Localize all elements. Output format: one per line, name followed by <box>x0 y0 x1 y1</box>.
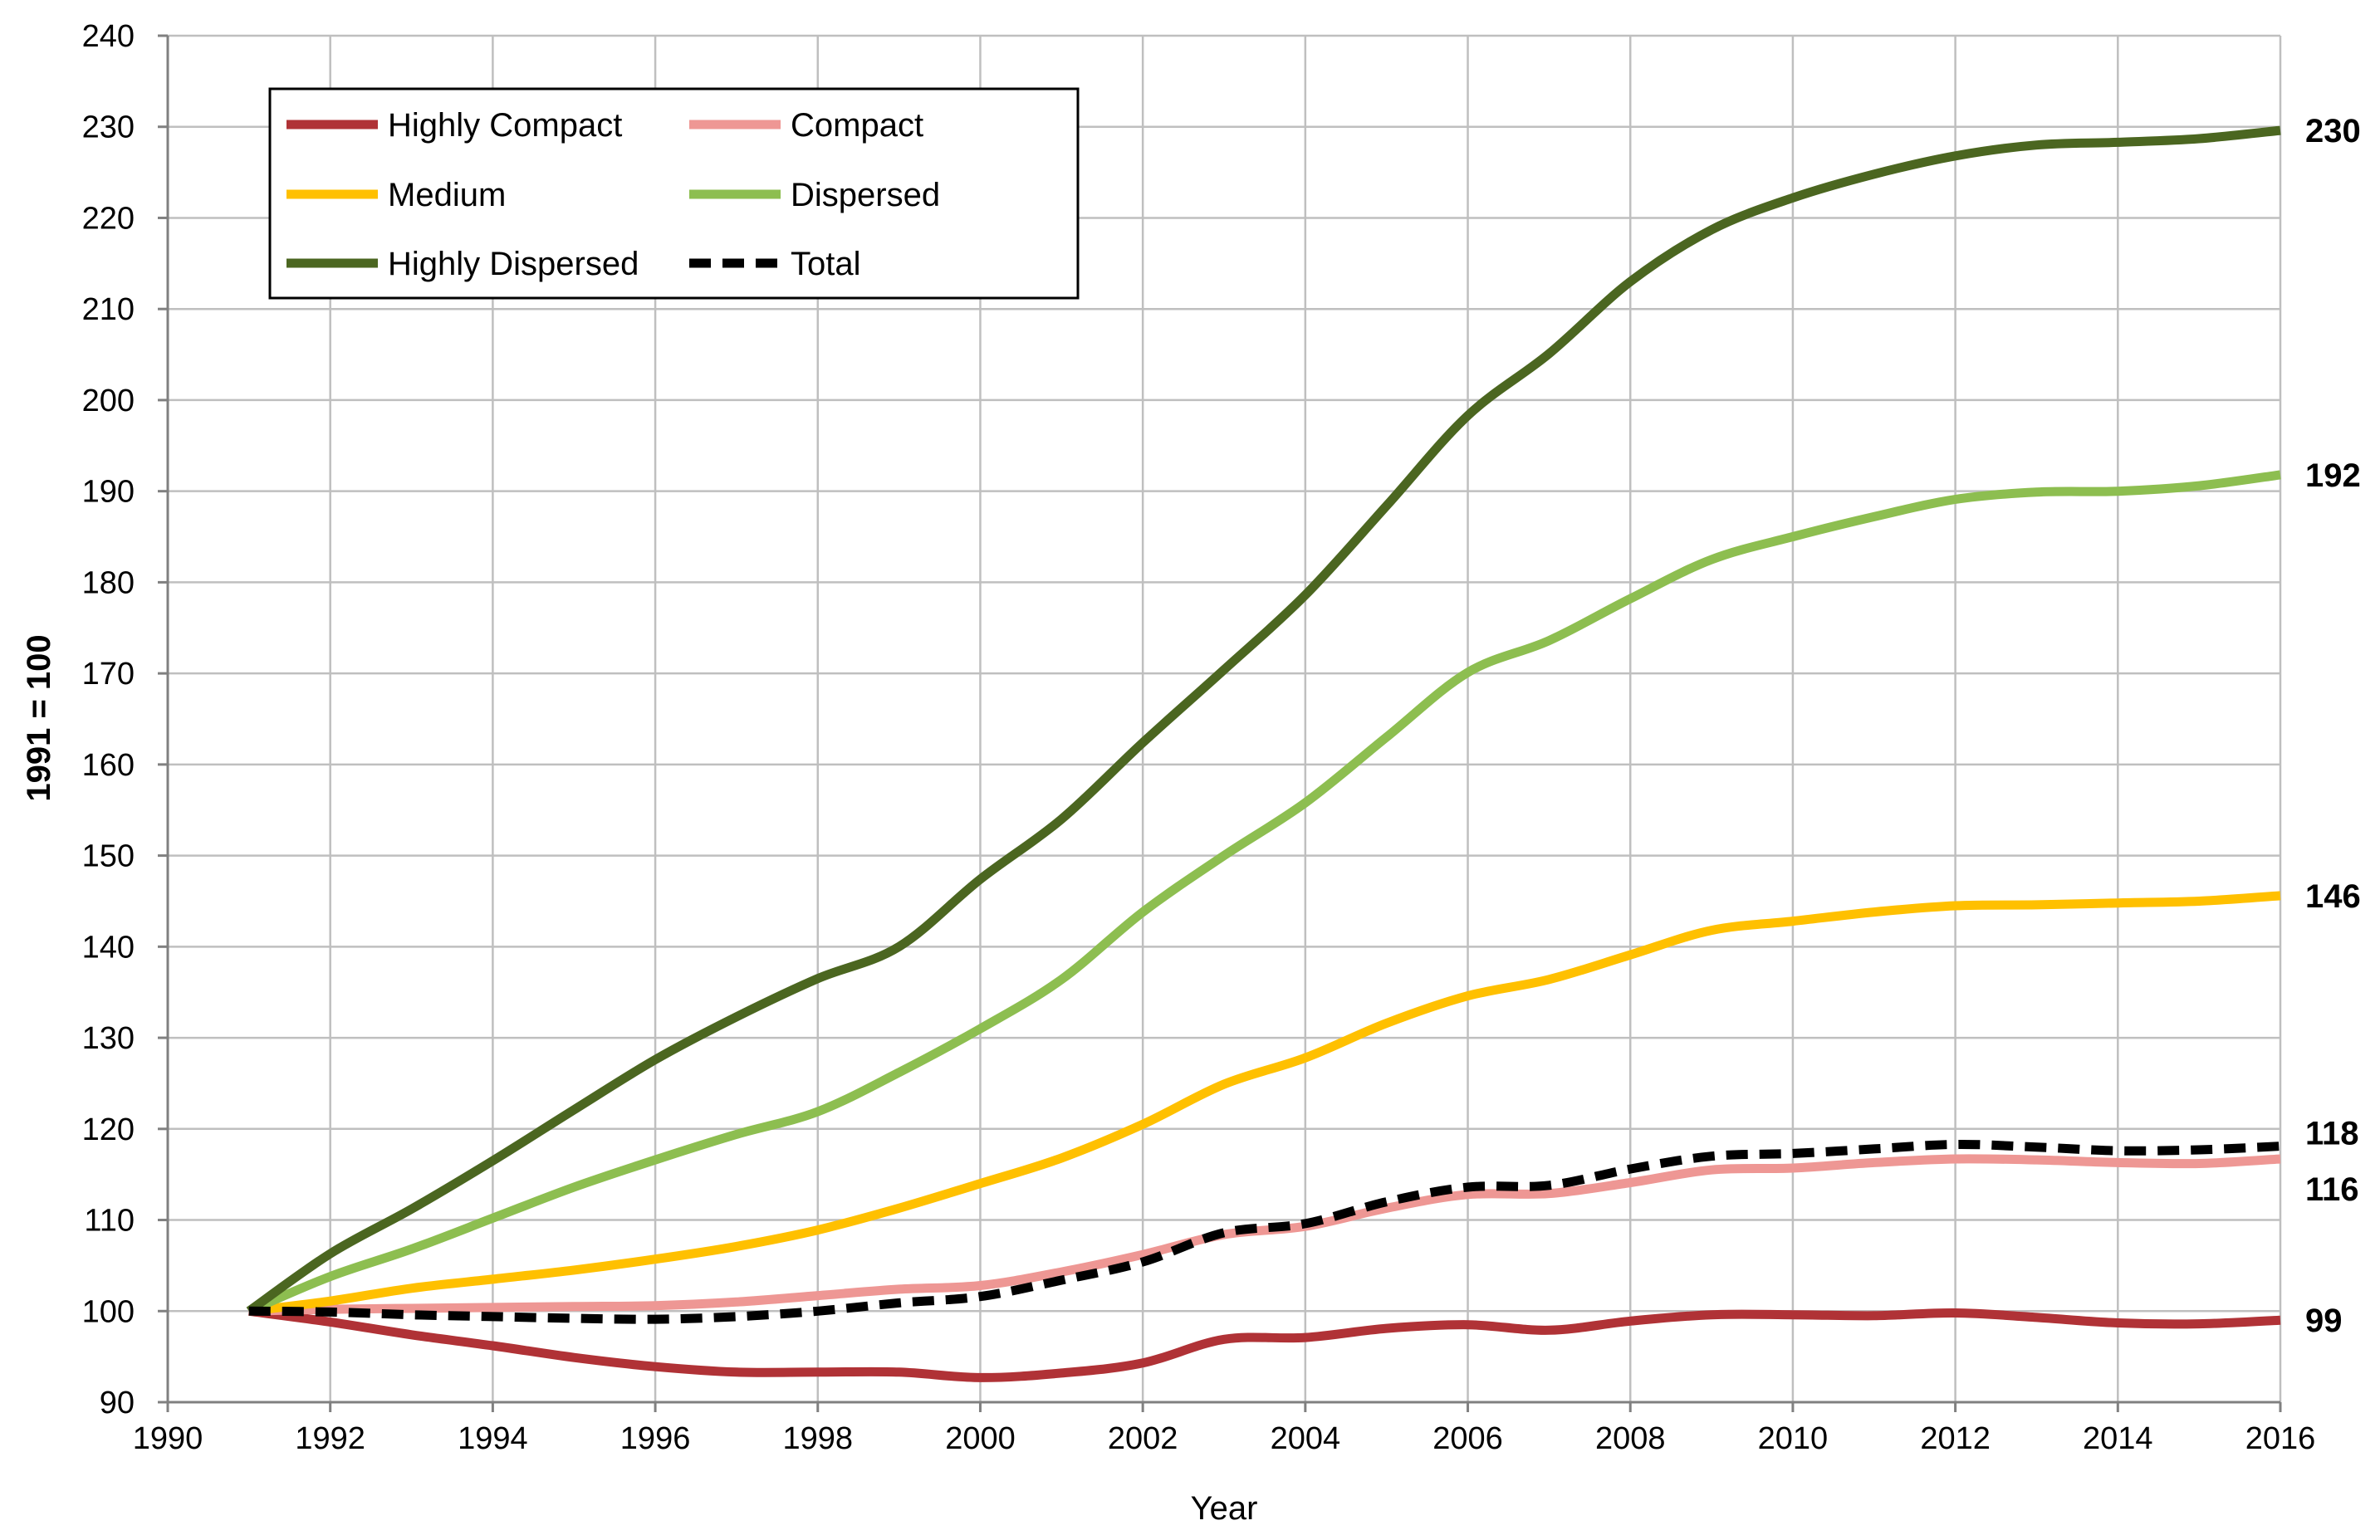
x-tick-label: 1992 <box>295 1421 365 1456</box>
y-tick-label: 130 <box>82 1021 135 1056</box>
end-label-highly-compact: 99 <box>2305 1303 2343 1339</box>
y-tick-label: 180 <box>82 565 135 600</box>
legend-label-highly-dispersed: Highly Dispersed <box>388 246 639 282</box>
x-tick-label: 1994 <box>458 1421 528 1456</box>
y-tick-label: 100 <box>82 1294 135 1329</box>
legend-label-highly-compact: Highly Compact <box>388 107 622 144</box>
x-tick-label: 2010 <box>1758 1421 1829 1456</box>
y-tick-label: 90 <box>100 1386 135 1420</box>
x-tick-label: 2014 <box>2083 1421 2153 1456</box>
end-label-medium: 146 <box>2305 878 2361 915</box>
series-line-highly-compact <box>248 1306 2281 1382</box>
y-tick-label: 150 <box>82 839 135 874</box>
x-tick-label: 1996 <box>620 1421 691 1456</box>
x-tick-label: 2016 <box>2245 1421 2316 1456</box>
legend-label-total: Total <box>791 246 861 282</box>
y-tick-label: 210 <box>82 292 135 327</box>
series-line-total <box>248 1139 2281 1324</box>
end-label-compact: 116 <box>2305 1171 2359 1208</box>
y-axis-title: 1991 = 100 <box>21 634 57 801</box>
x-tick-label: 2002 <box>1108 1421 1178 1456</box>
end-label-total: 118 <box>2305 1116 2359 1152</box>
x-tick-label: 2006 <box>1432 1421 1503 1456</box>
y-tick-label: 120 <box>82 1112 135 1147</box>
y-tick-label: 160 <box>82 748 135 783</box>
y-tick-label: 200 <box>82 384 135 418</box>
x-tick-label: 1998 <box>782 1421 853 1456</box>
y-tick-label: 240 <box>82 19 135 54</box>
y-tick-label: 170 <box>82 657 135 692</box>
x-axis-title: Year <box>1191 1490 1258 1527</box>
x-tick-label: 2012 <box>1920 1421 1991 1456</box>
series-line-highly-dispersed <box>246 125 2281 1315</box>
y-tick-label: 220 <box>82 201 135 236</box>
legend-label-medium: Medium <box>388 177 506 213</box>
x-tick-label: 2008 <box>1595 1421 1666 1456</box>
y-tick-label: 110 <box>84 1204 135 1239</box>
legend-box <box>268 87 1080 300</box>
end-label-dispersed: 192 <box>2305 457 2361 494</box>
end-label-highly-dispersed: 230 <box>2305 113 2361 149</box>
x-tick-label: 2000 <box>945 1421 1016 1456</box>
x-tick-label: 1990 <box>133 1421 203 1456</box>
x-tick-label: 2004 <box>1271 1421 1341 1456</box>
series-line-dispersed <box>247 470 2281 1316</box>
series-line-compact <box>248 1154 2281 1316</box>
y-tick-label: 140 <box>82 930 135 965</box>
series-line-medium <box>248 891 2281 1316</box>
y-tick-label: 230 <box>82 110 135 145</box>
legend-label-dispersed: Dispersed <box>791 177 940 213</box>
y-tick-label: 190 <box>82 475 135 510</box>
legend-label-compact: Compact <box>791 107 923 144</box>
